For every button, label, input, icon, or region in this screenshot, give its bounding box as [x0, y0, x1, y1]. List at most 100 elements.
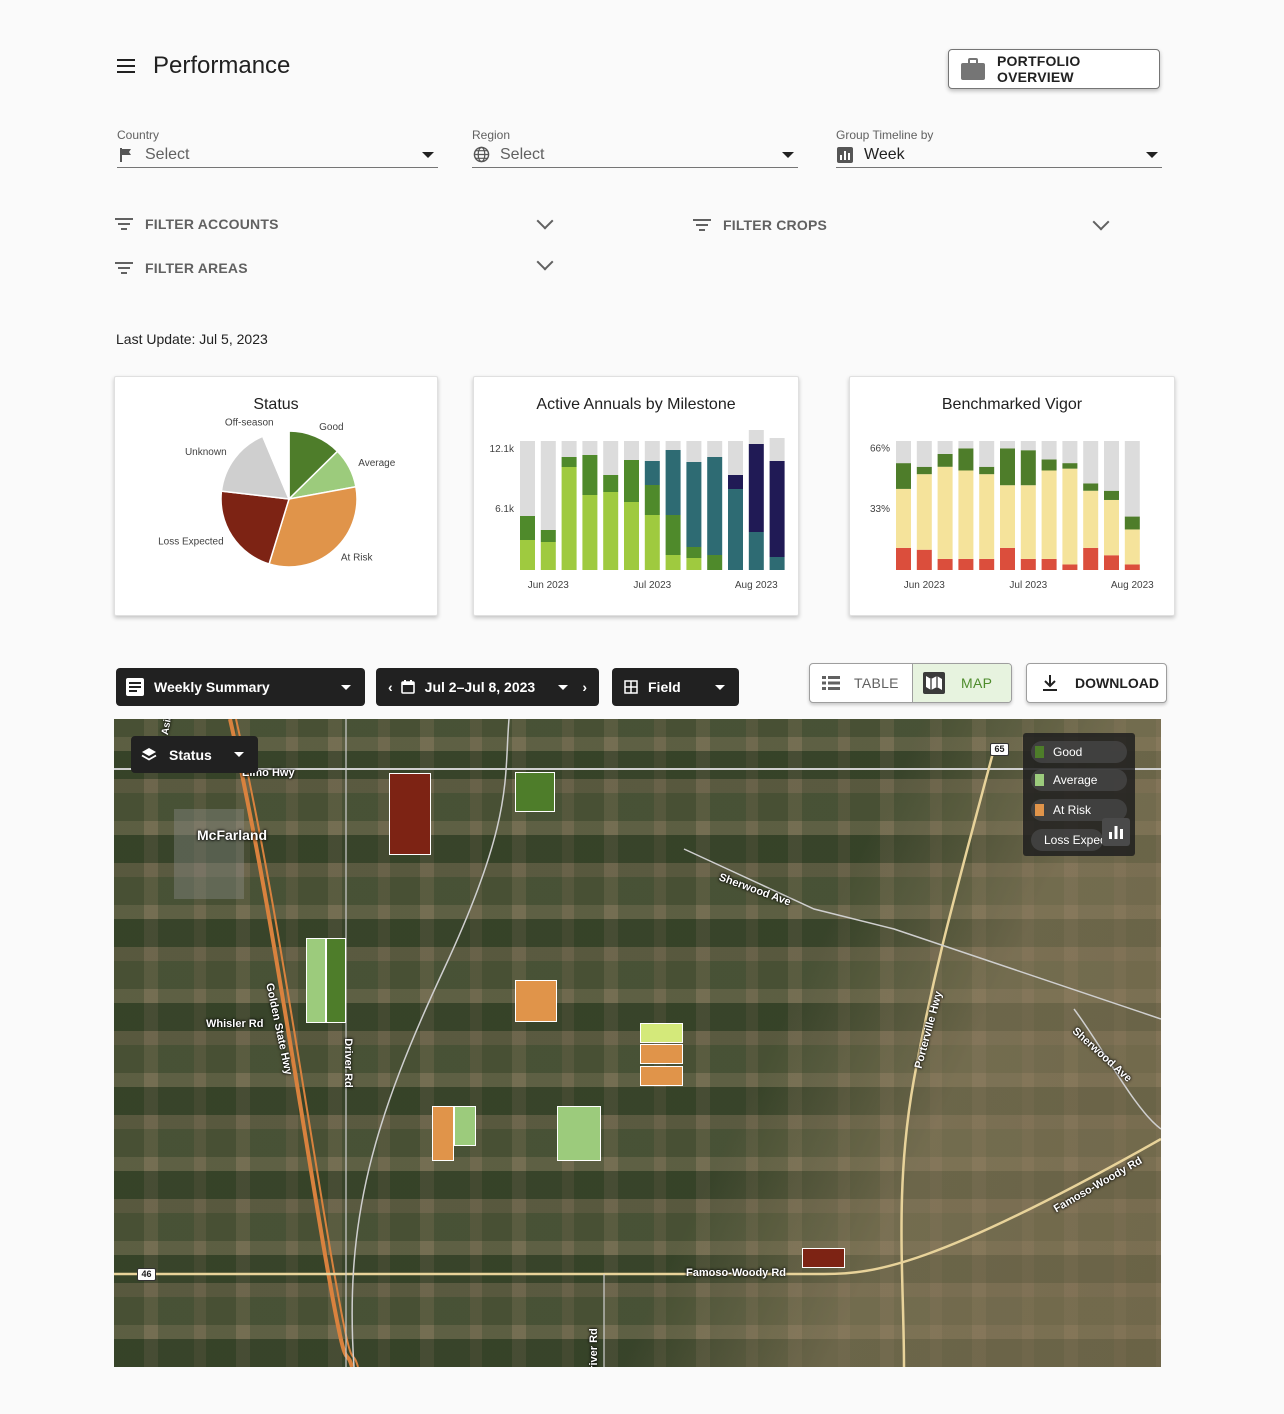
bar-segment[interactable] — [1104, 499, 1119, 556]
bar-segment[interactable] — [1104, 441, 1119, 491]
region-select[interactable]: Region Select — [472, 128, 798, 168]
bar-segment[interactable] — [1000, 441, 1015, 449]
field-select[interactable]: Field — [612, 668, 739, 706]
bar-segment[interactable] — [958, 441, 974, 449]
bar-segment[interactable] — [916, 549, 932, 570]
bar-segment[interactable] — [540, 530, 556, 542]
bar-segment[interactable] — [520, 516, 535, 540]
bar-segment[interactable] — [686, 558, 702, 570]
chevron-left-icon[interactable]: ‹ — [388, 679, 393, 695]
timeline-select[interactable]: Group Timeline by Week — [836, 128, 1162, 168]
bar-segment[interactable] — [937, 558, 953, 570]
bar-segment[interactable] — [1000, 485, 1015, 548]
bar-segment[interactable] — [1124, 516, 1140, 530]
bar-segment[interactable] — [769, 461, 785, 557]
bar-segment[interactable] — [665, 515, 681, 555]
bar-segment[interactable] — [520, 441, 535, 516]
bar-segment[interactable] — [1124, 564, 1140, 570]
bar-segment[interactable] — [1041, 441, 1057, 460]
bar-segment[interactable] — [1041, 470, 1057, 559]
field-at-risk[interactable] — [640, 1044, 683, 1064]
bar-segment[interactable] — [665, 450, 681, 515]
bar-segment[interactable] — [582, 441, 598, 455]
bar-segment[interactable] — [979, 466, 995, 475]
bar-segment[interactable] — [728, 441, 743, 475]
country-select[interactable]: Country Select — [117, 128, 438, 168]
bar-segment[interactable] — [624, 460, 639, 502]
bar-segment[interactable] — [624, 441, 639, 460]
pie-slice-loss-expected[interactable] — [220, 490, 290, 565]
chart-toggle-icon[interactable] — [1102, 818, 1130, 846]
portfolio-overview-button[interactable]: PORTFOLIO OVERVIEW — [948, 49, 1160, 89]
bar-segment[interactable] — [916, 466, 932, 475]
field-at-risk[interactable] — [432, 1106, 454, 1161]
bar-segment[interactable] — [1020, 485, 1036, 559]
field-at-risk[interactable] — [640, 1066, 683, 1086]
bar-segment[interactable] — [1041, 459, 1057, 471]
bar-segment[interactable] — [561, 467, 577, 570]
view-toggle[interactable]: TABLE MAP — [809, 663, 1012, 703]
bar-segment[interactable] — [916, 474, 932, 550]
bar-segment[interactable] — [603, 475, 619, 492]
bar-segment[interactable] — [896, 488, 911, 548]
bar-segment[interactable] — [1062, 468, 1078, 565]
field-light-green[interactable] — [640, 1023, 683, 1043]
bar-segment[interactable] — [769, 557, 785, 570]
bar-segment[interactable] — [561, 457, 577, 467]
bar-segment[interactable] — [644, 441, 660, 461]
filter-areas[interactable]: FILTER AREAS — [115, 253, 555, 276]
pie-slice-at-risk[interactable] — [268, 485, 358, 568]
bar-segment[interactable] — [1062, 564, 1078, 570]
bar-segment[interactable] — [603, 492, 619, 570]
map-view-button[interactable]: MAP — [912, 664, 1011, 702]
map-layer-select[interactable]: Status — [131, 736, 258, 773]
field-at-risk[interactable] — [515, 980, 557, 1022]
field-loss-expected[interactable] — [389, 773, 431, 855]
bar-segment[interactable] — [748, 430, 764, 444]
bar-segment[interactable] — [728, 475, 743, 489]
bar-segment[interactable] — [979, 441, 995, 467]
bar-segment[interactable] — [1083, 441, 1099, 484]
bar-segment[interactable] — [582, 495, 598, 570]
field-good[interactable] — [515, 772, 555, 812]
bar-segment[interactable] — [1104, 490, 1119, 500]
bar-segment[interactable] — [1083, 547, 1099, 570]
field-average[interactable] — [306, 938, 326, 1023]
download-button[interactable]: DOWNLOAD — [1026, 663, 1167, 703]
bar-segment[interactable] — [561, 441, 577, 457]
bar-segment[interactable] — [540, 542, 556, 570]
pie-slice-unknown[interactable] — [220, 435, 291, 500]
filter-crops[interactable]: FILTER CROPS — [693, 213, 1111, 233]
chevron-right-icon[interactable]: › — [582, 679, 587, 695]
bar-segment[interactable] — [603, 441, 619, 475]
bar-segment[interactable] — [1083, 490, 1099, 548]
bar-segment[interactable] — [1062, 441, 1078, 464]
bar-segment[interactable] — [665, 441, 681, 450]
bar-segment[interactable] — [958, 448, 974, 471]
bar-segment[interactable] — [958, 470, 974, 559]
bar-segment[interactable] — [769, 438, 785, 461]
bar-segment[interactable] — [896, 547, 911, 570]
field-average[interactable] — [557, 1106, 601, 1161]
bar-segment[interactable] — [748, 532, 764, 570]
bar-segment[interactable] — [686, 462, 702, 547]
bar-segment[interactable] — [1104, 555, 1119, 570]
bar-segment[interactable] — [748, 444, 764, 532]
bar-segment[interactable] — [644, 485, 660, 515]
bar-segment[interactable] — [979, 558, 995, 570]
pie-slice-off-season[interactable] — [261, 430, 290, 500]
bar-segment[interactable] — [1020, 450, 1036, 486]
bar-segment[interactable] — [686, 441, 702, 462]
table-view-button[interactable]: TABLE — [810, 664, 912, 702]
bar-segment[interactable] — [1000, 547, 1015, 570]
bar-segment[interactable] — [979, 474, 995, 559]
bar-segment[interactable] — [937, 441, 953, 454]
bar-segment[interactable] — [686, 547, 702, 558]
bar-segment[interactable] — [707, 441, 723, 457]
bar-segment[interactable] — [624, 502, 639, 570]
bar-segment[interactable] — [665, 555, 681, 570]
summary-select[interactable]: Weekly Summary — [116, 668, 365, 706]
field-average[interactable] — [454, 1106, 476, 1146]
bar-segment[interactable] — [707, 555, 723, 570]
filter-accounts[interactable]: FILTER ACCOUNTS — [115, 212, 555, 232]
